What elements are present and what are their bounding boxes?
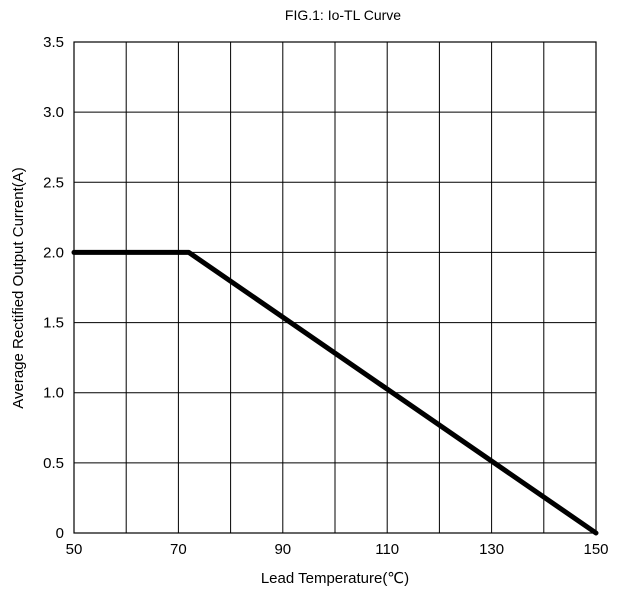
series-line <box>71 249 599 536</box>
y-tick-label: 2.5 <box>43 174 64 191</box>
x-tick-label: 150 <box>583 541 608 558</box>
plot-border <box>73 41 597 534</box>
x-tick-label: 90 <box>274 541 291 558</box>
y-tick-labels: 0 0.5 1.0 1.5 2.0 2.5 3.0 3.5 <box>43 34 64 542</box>
chart-title: FIG.1: Io-TL Curve <box>285 7 401 23</box>
y-tick-label: 1.0 <box>43 385 64 402</box>
y-tick-label: 0.5 <box>43 455 64 472</box>
y-tick-label: 3.0 <box>43 104 64 121</box>
y-tick-label: 0 <box>56 525 64 542</box>
x-tick-labels: 50 70 90 110 130 150 <box>66 541 609 558</box>
series-group <box>71 249 599 536</box>
y-tick-label: 2.0 <box>43 244 64 261</box>
x-tick-label: 70 <box>170 541 187 558</box>
y-tick-label: 1.5 <box>43 315 64 332</box>
x-axis-label: Lead Temperature(℃) <box>261 570 409 587</box>
x-tick-label: 130 <box>479 541 504 558</box>
x-tick-label: 110 <box>375 541 399 558</box>
y-tick-label: 3.5 <box>43 34 64 51</box>
y-axis-label: Average Rectified Output Current(A) <box>10 167 27 409</box>
x-tick-label: 50 <box>66 541 83 558</box>
plot-frame <box>73 41 597 534</box>
